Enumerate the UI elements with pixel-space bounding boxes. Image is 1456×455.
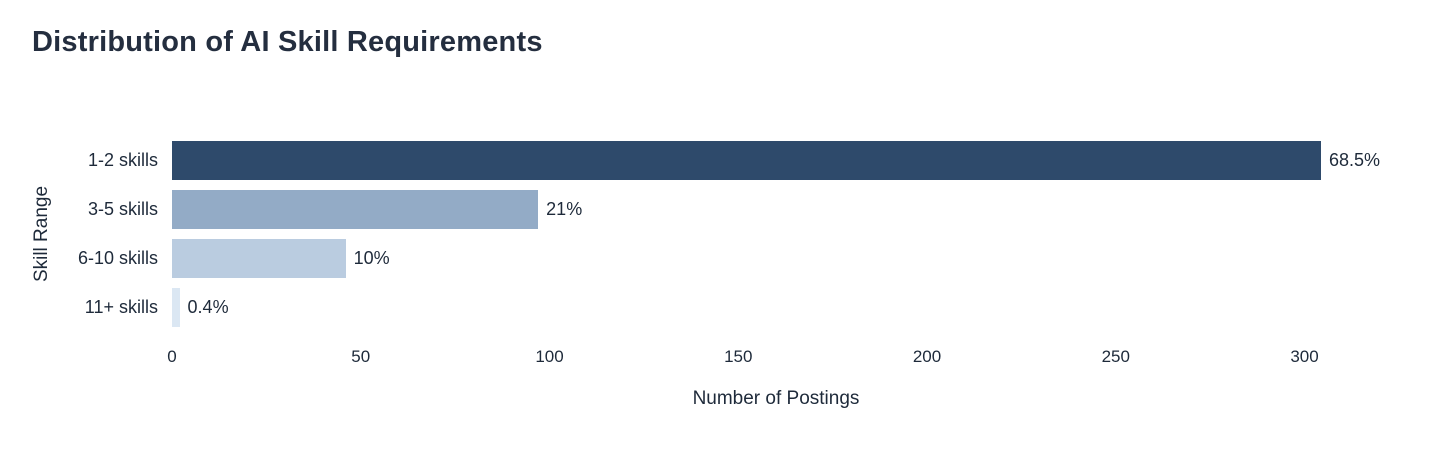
bar-row: 1-2 skills 68.5%	[0, 141, 1380, 180]
x-tick-label: 100	[535, 347, 564, 366]
chart-title: Distribution of AI Skill Requirements	[32, 26, 543, 58]
bar	[172, 141, 1321, 180]
bar-row: 6-10 skills 10%	[0, 239, 1380, 278]
x-tick-label: 300	[1290, 347, 1319, 366]
x-tick-label: 200	[912, 347, 942, 366]
bar	[172, 239, 346, 278]
bar-value-label: 10%	[353, 248, 390, 268]
bar	[172, 190, 539, 229]
bar-track: 0.4%	[172, 288, 1380, 327]
bar-value-label: 21%	[546, 199, 583, 219]
x-tick-label: 0	[167, 347, 177, 366]
category-label: 11+ skills	[84, 297, 158, 317]
bar-row: 3-5 skills 21%	[0, 190, 1380, 229]
bar-track: 21%	[172, 190, 1380, 229]
bar-row: 11+ skills 0.4%	[0, 288, 1380, 327]
bar	[172, 288, 180, 327]
bar-track: 68.5%	[172, 141, 1380, 180]
bar-plot-area: 1-2 skills 68.5% 3-5 skills 21% 6-10 skills 1…	[0, 141, 1380, 327]
category-label: 6-10 skills	[77, 248, 158, 268]
bar-value-label: 68.5%	[1328, 150, 1380, 170]
bar-track: 10%	[172, 239, 1380, 278]
x-tick-label: 250	[1101, 347, 1130, 366]
x-tick-label: 150	[724, 347, 753, 366]
x-axis-ticks: 0 50 100 150 200 250 300	[167, 346, 1380, 368]
x-tick-label: 50	[351, 347, 371, 366]
x-axis-label: Number of Postings	[692, 388, 860, 409]
bar-value-label: 0.4%	[187, 297, 229, 317]
category-label: 3-5 skills	[87, 199, 158, 219]
category-label: 1-2 skills	[87, 150, 158, 170]
